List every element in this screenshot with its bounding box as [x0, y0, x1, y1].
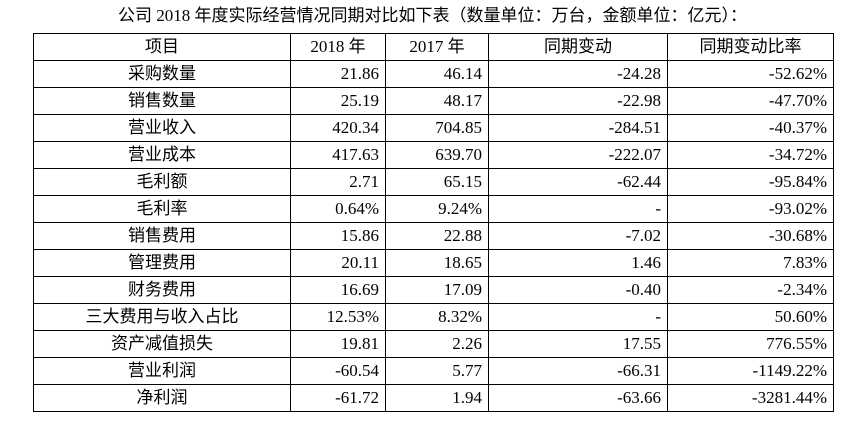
table-cell: 25.19 — [290, 87, 386, 115]
row-label: 采购数量 — [33, 60, 291, 88]
row-label: 三大费用与收入占比 — [33, 303, 291, 331]
table-row: 销售数量 25.19 48.17 -22.98 -47.70% — [33, 87, 834, 115]
table-cell: -95.84% — [667, 168, 834, 196]
table-cell: 9.24% — [385, 195, 489, 223]
row-label: 毛利率 — [33, 195, 291, 223]
row-label: 营业收入 — [33, 114, 291, 142]
table-row: 营业成本 417.63 639.70 -222.07 -34.72% — [33, 141, 834, 169]
row-label: 资产减值损失 — [33, 330, 291, 358]
table-cell: 417.63 — [290, 141, 386, 169]
table-cell: - — [488, 303, 668, 331]
table-cell: -62.44 — [488, 168, 668, 196]
table-cell: -61.72 — [290, 384, 386, 412]
table-cell: 2.71 — [290, 168, 386, 196]
table-row: 净利润 -61.72 1.94 -63.66 -3281.44% — [33, 384, 834, 412]
header-row: 项目 2018 年 2017 年同期变动 同期变动比率 — [33, 33, 834, 61]
table-row: 毛利率 0.64% 9.24% - -93.02% — [33, 195, 834, 223]
table-cell: 46.14 — [385, 60, 489, 88]
header-cell: 2017 年 — [385, 33, 489, 61]
table-cell: -222.07 — [488, 141, 668, 169]
table-cell: -3281.44% — [667, 384, 834, 412]
row-label: 营业利润 — [33, 357, 291, 385]
table-body: 采购数量 21.86 46.14 -24.28 -52.62% 销售数量 25.19 48.1… — [33, 60, 834, 412]
table-title: 公司 2018 年度实际经营情况同期对比如下表（数量单位：万台，金额单位：亿元）… — [118, 6, 747, 25]
table-cell: 48.17 — [385, 87, 489, 115]
table-row: 财务费用 16.69 17.09 -0.40 -2.34% — [33, 276, 834, 304]
row-label: 销售费用 — [33, 222, 291, 250]
table-row: 毛利额 2.71 65.15 -62.44 -95.84% — [33, 168, 834, 196]
row-label: 财务费用 — [33, 276, 291, 304]
row-label: 管理费用 — [33, 249, 291, 277]
table-cell: -63.66 — [488, 384, 668, 412]
table-cell: 12.53% — [290, 303, 386, 331]
table-cell: 420.34 — [290, 114, 386, 142]
header-cell: 项目 — [33, 33, 291, 61]
table-cell: 20.11 — [290, 249, 386, 277]
table-cell: 19.81 — [290, 330, 386, 358]
table-cell: 8.32% — [385, 303, 489, 331]
table-cell: 15.86 — [290, 222, 386, 250]
row-label: 销售数量 — [33, 87, 291, 115]
table-cell: 16.69 — [290, 276, 386, 304]
row-label: 营业成本 — [33, 141, 291, 169]
table-cell: -284.51 — [488, 114, 668, 142]
table-cell: -60.54 — [290, 357, 386, 385]
table-cell: -7.02 — [488, 222, 668, 250]
table-row: 采购数量 21.86 46.14 -24.28 -52.62% — [33, 60, 834, 88]
table-cell: 5.77 — [385, 357, 489, 385]
table-cell: 2.26 — [385, 330, 489, 358]
table-cell: 65.15 — [385, 168, 489, 196]
table-cell: -93.02% — [667, 195, 834, 223]
table-cell: -34.72% — [667, 141, 834, 169]
table-cell: -52.62% — [667, 60, 834, 88]
table-cell: 17.09 — [385, 276, 489, 304]
header-cell: 同期变动比率 — [667, 33, 834, 61]
table-cell: -47.70% — [667, 87, 834, 115]
table-cell: 7.83% — [667, 249, 834, 277]
table-cell: - — [488, 195, 668, 223]
table-cell: -0.40 — [488, 276, 668, 304]
table-cell: -40.37% — [667, 114, 834, 142]
data-table: 项目 2018 年 2017 年同期变动 同期变动比率 采购数量 21.86 46.14-… — [33, 33, 834, 412]
table-cell: -30.68% — [667, 222, 834, 250]
table-cell: -2.34% — [667, 276, 834, 304]
table-cell: 21.86 — [290, 60, 386, 88]
table-row: 资产减值损失 19.81 2.26 17.55 776.55% — [33, 330, 834, 358]
table-row: 三大费用与收入占比 12.53% 8.32% -50.60% — [33, 303, 834, 331]
table-cell: 1.94 — [385, 384, 489, 412]
table-cell: 1.46 — [488, 249, 668, 277]
row-label: 净利润 — [33, 384, 291, 412]
header-cell: 2018 年 — [290, 33, 386, 61]
table-cell: 18.65 — [385, 249, 489, 277]
table-cell: -66.31 — [488, 357, 668, 385]
table-cell: -24.28 — [488, 60, 668, 88]
table-row: 营业利润 -60.54 5.77 -66.31 -1149.22% — [33, 357, 834, 385]
table-row: 管理费用 20.11 18.65 1.46 7.83% — [33, 249, 834, 277]
table-cell: 17.55 — [488, 330, 668, 358]
table-cell: -22.98 — [488, 87, 668, 115]
table-row: 营业收入 420.34 704.85 -284.51 -40.37% — [33, 114, 834, 142]
table-cell: 776.55% — [667, 330, 834, 358]
table-cell: 0.64% — [290, 195, 386, 223]
table-row: 销售费用 15.86 22.88 -7.02 -30.68% — [33, 222, 834, 250]
row-label: 毛利额 — [33, 168, 291, 196]
table-cell: 50.60% — [667, 303, 834, 331]
table-cell: 22.88 — [385, 222, 489, 250]
table-cell: -1149.22% — [667, 357, 834, 385]
table-cell: 704.85 — [385, 114, 489, 142]
header-cell: 同期变动 — [488, 33, 668, 61]
table-cell: 639.70 — [385, 141, 489, 169]
